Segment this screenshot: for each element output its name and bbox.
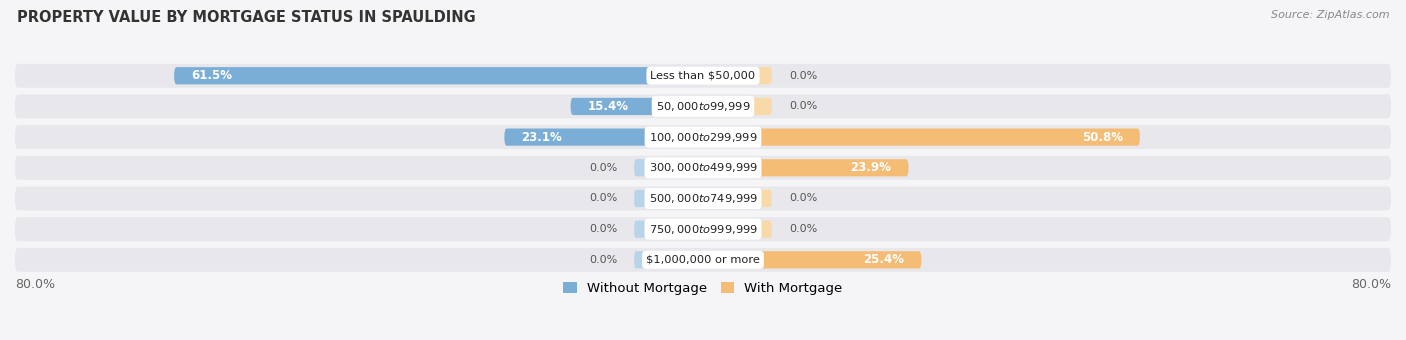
Text: $750,000 to $999,999: $750,000 to $999,999 xyxy=(648,223,758,236)
FancyBboxPatch shape xyxy=(15,95,1391,118)
FancyBboxPatch shape xyxy=(703,129,1140,146)
Text: 0.0%: 0.0% xyxy=(589,255,617,265)
Text: $100,000 to $299,999: $100,000 to $299,999 xyxy=(648,131,758,143)
FancyBboxPatch shape xyxy=(703,98,772,115)
Text: $1,000,000 or more: $1,000,000 or more xyxy=(647,255,759,265)
FancyBboxPatch shape xyxy=(634,190,703,207)
Legend: Without Mortgage, With Mortgage: Without Mortgage, With Mortgage xyxy=(558,276,848,300)
FancyBboxPatch shape xyxy=(634,159,703,176)
Text: 50.8%: 50.8% xyxy=(1081,131,1122,143)
Text: 25.4%: 25.4% xyxy=(863,253,904,266)
Text: 80.0%: 80.0% xyxy=(15,278,55,291)
Text: 15.4%: 15.4% xyxy=(588,100,628,113)
Text: $500,000 to $749,999: $500,000 to $749,999 xyxy=(648,192,758,205)
FancyBboxPatch shape xyxy=(703,221,772,238)
FancyBboxPatch shape xyxy=(505,129,703,146)
FancyBboxPatch shape xyxy=(703,251,921,269)
Text: 80.0%: 80.0% xyxy=(1351,278,1391,291)
Text: 0.0%: 0.0% xyxy=(589,163,617,173)
Text: $50,000 to $99,999: $50,000 to $99,999 xyxy=(655,100,751,113)
Text: 0.0%: 0.0% xyxy=(789,224,817,234)
FancyBboxPatch shape xyxy=(703,67,772,84)
FancyBboxPatch shape xyxy=(15,217,1391,241)
Text: 0.0%: 0.0% xyxy=(789,193,817,203)
FancyBboxPatch shape xyxy=(15,248,1391,272)
Text: 23.9%: 23.9% xyxy=(851,161,891,174)
FancyBboxPatch shape xyxy=(571,98,703,115)
Text: 0.0%: 0.0% xyxy=(589,224,617,234)
FancyBboxPatch shape xyxy=(15,156,1391,180)
FancyBboxPatch shape xyxy=(15,125,1391,149)
Text: $300,000 to $499,999: $300,000 to $499,999 xyxy=(648,161,758,174)
FancyBboxPatch shape xyxy=(634,251,703,269)
FancyBboxPatch shape xyxy=(703,190,772,207)
Text: Source: ZipAtlas.com: Source: ZipAtlas.com xyxy=(1271,10,1389,20)
Text: 0.0%: 0.0% xyxy=(789,101,817,112)
Text: 0.0%: 0.0% xyxy=(789,71,817,81)
FancyBboxPatch shape xyxy=(15,64,1391,88)
Text: 61.5%: 61.5% xyxy=(191,69,232,82)
FancyBboxPatch shape xyxy=(174,67,703,84)
FancyBboxPatch shape xyxy=(15,187,1391,210)
Text: Less than $50,000: Less than $50,000 xyxy=(651,71,755,81)
Text: 23.1%: 23.1% xyxy=(522,131,562,143)
Text: PROPERTY VALUE BY MORTGAGE STATUS IN SPAULDING: PROPERTY VALUE BY MORTGAGE STATUS IN SPA… xyxy=(17,10,475,25)
FancyBboxPatch shape xyxy=(634,221,703,238)
Text: 0.0%: 0.0% xyxy=(589,193,617,203)
FancyBboxPatch shape xyxy=(703,159,908,176)
